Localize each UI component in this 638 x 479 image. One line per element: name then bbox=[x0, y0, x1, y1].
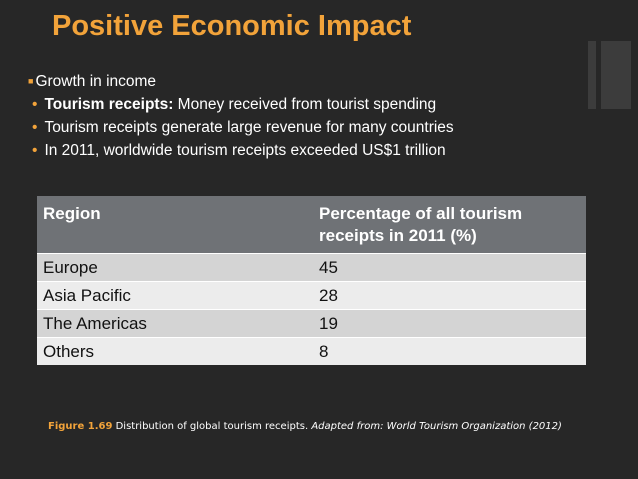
table-row: The Americas 19 bbox=[37, 309, 586, 338]
bullet-text: Growth in income bbox=[35, 73, 157, 90]
figure-caption: Figure 1.69 Distribution of global touri… bbox=[48, 420, 588, 434]
bullet-item: • Tourism receipts generate large revenue… bbox=[28, 116, 454, 139]
region-cell: Asia Pacific bbox=[37, 281, 313, 310]
region-cell: Others bbox=[37, 337, 313, 365]
tourism-receipts-table: Region Percentage of all tourism receipt… bbox=[37, 196, 586, 365]
dot-bullet-icon: • bbox=[32, 119, 38, 136]
figure-number: Figure 1.69 bbox=[48, 421, 113, 432]
column-header-percentage: Percentage of all tourism receipts in 20… bbox=[313, 196, 586, 254]
region-cell: Europe bbox=[37, 253, 313, 282]
table-row: Asia Pacific 28 bbox=[37, 281, 586, 310]
caption-source: Adapted from: World Tourism Organization… bbox=[311, 421, 562, 432]
percentage-cell: 8 bbox=[313, 337, 586, 365]
percentage-cell: 28 bbox=[313, 281, 586, 310]
bullet-list: ■ Growth in income • Tourism receipts: Mon… bbox=[28, 70, 454, 162]
dot-bullet-icon: • bbox=[32, 96, 38, 113]
decorative-block bbox=[601, 41, 631, 109]
percentage-cell: 45 bbox=[313, 253, 586, 282]
bullet-item: • In 2011, worldwide tourism receipts exc… bbox=[28, 139, 454, 162]
caption-text: Distribution of global tourism receipts. bbox=[112, 421, 312, 432]
bullet-text: In 2011, worldwide tourism receipts exce… bbox=[44, 142, 446, 159]
bullet-text: Money received from tourist spending bbox=[173, 96, 437, 113]
dot-bullet-icon: • bbox=[32, 142, 38, 159]
table-row: Europe 45 bbox=[37, 253, 586, 282]
table-header-row: Region Percentage of all tourism receipt… bbox=[37, 196, 586, 254]
bullet-item: ■ Growth in income bbox=[28, 70, 454, 93]
decorative-bar bbox=[588, 41, 596, 109]
slide-title: Positive Economic Impact bbox=[52, 10, 412, 42]
bullet-text: Tourism receipts generate large revenue … bbox=[44, 119, 454, 136]
region-cell: The Americas bbox=[37, 309, 313, 338]
percentage-cell: 19 bbox=[313, 309, 586, 338]
bullet-item: • Tourism receipts: Money received from t… bbox=[28, 93, 454, 116]
bullet-bold-text: Tourism receipts: bbox=[44, 96, 174, 113]
table-row: Others 8 bbox=[37, 337, 586, 365]
column-header-region: Region bbox=[37, 196, 313, 254]
square-bullet-icon: ■ bbox=[28, 76, 34, 86]
